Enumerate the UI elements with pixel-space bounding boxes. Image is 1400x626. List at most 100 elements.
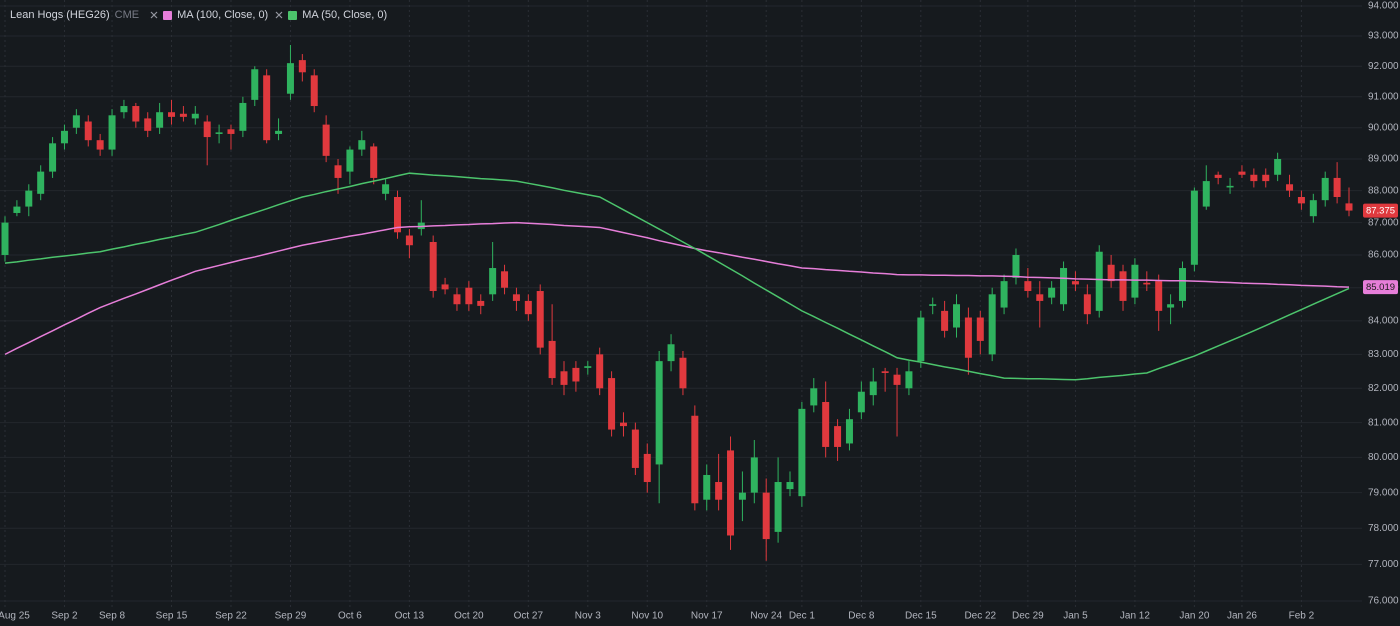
candle-body	[346, 149, 354, 172]
candle-body	[1048, 287, 1056, 298]
candle-body	[72, 115, 80, 128]
candle-body	[1262, 174, 1270, 182]
y-tick-label: 84.000	[1368, 315, 1399, 326]
candle-body	[703, 474, 711, 500]
candle-body	[560, 371, 568, 385]
candle-body	[429, 241, 437, 292]
x-tick-label: Nov 10	[631, 611, 663, 622]
y-tick-label: 78.000	[1368, 523, 1399, 534]
y-tick-label: 87.000	[1368, 217, 1399, 228]
x-tick-label: Jan 12	[1120, 611, 1150, 622]
x-tick-label: Jan 26	[1227, 611, 1257, 622]
x-tick-label: Aug 25	[0, 611, 30, 622]
candle-body	[608, 378, 616, 430]
price-tag	[1363, 280, 1398, 295]
x-tick-label: Nov 17	[691, 611, 723, 622]
candle-body	[857, 391, 865, 413]
x-tick-label: Oct 13	[395, 611, 425, 622]
candle-body	[1297, 196, 1305, 204]
candle-body	[536, 291, 544, 348]
y-tick-label: 86.000	[1368, 250, 1399, 261]
candle-body	[1012, 254, 1020, 278]
candle-body	[905, 371, 913, 389]
candle-body	[168, 112, 176, 117]
candle-body	[738, 492, 746, 500]
x-tick-label: Dec 15	[905, 611, 937, 622]
candle-body	[453, 294, 461, 305]
candle-body	[512, 294, 520, 301]
y-tick-label: 88.000	[1368, 185, 1399, 196]
candle-body	[358, 140, 366, 150]
x-tick-label: Sep 8	[99, 611, 126, 622]
candle-body	[286, 63, 294, 94]
x-tick-label: Oct 20	[454, 611, 484, 622]
candle-body	[1107, 264, 1115, 282]
candle-body	[1214, 174, 1222, 178]
candle-body	[762, 492, 770, 540]
candle-body	[441, 284, 449, 290]
candle-body	[1119, 271, 1127, 301]
candle-body	[477, 300, 485, 306]
candle-body	[1238, 171, 1246, 175]
candle-body	[881, 371, 889, 373]
candle-body	[988, 294, 996, 355]
candle-body	[370, 146, 378, 178]
candle-body	[334, 165, 342, 178]
candle-body	[1060, 268, 1068, 305]
candle-body	[976, 317, 984, 341]
candle-body	[13, 206, 21, 213]
candle-body	[275, 130, 283, 134]
candle-body	[382, 184, 390, 194]
candle-body	[798, 408, 806, 497]
remove-icon[interactable]	[150, 11, 158, 19]
candle-body	[774, 482, 782, 532]
y-tick-label: 92.000	[1368, 61, 1399, 72]
y-tick-label: 90.000	[1368, 122, 1399, 133]
candle-body	[1131, 264, 1139, 298]
candle-body	[845, 419, 853, 444]
candle-body	[263, 75, 271, 141]
x-tick-label: Nov 24	[750, 611, 782, 622]
candle-body	[96, 140, 104, 150]
candle-body	[786, 482, 794, 490]
candle-body	[49, 143, 57, 172]
candle-body	[1083, 294, 1091, 315]
candle-body	[929, 304, 937, 306]
candle-body	[501, 271, 509, 288]
x-tick-label: Dec 1	[789, 611, 816, 622]
x-tick-label: Jan 20	[1179, 611, 1209, 622]
candle-body	[917, 317, 925, 362]
candle-body	[1095, 251, 1103, 311]
candle-body	[1321, 177, 1329, 201]
candle-body	[1000, 281, 1008, 308]
price-tag-label: 87.375	[1366, 206, 1395, 217]
y-tick-label: 94.000	[1368, 1, 1399, 12]
remove-icon[interactable]	[275, 11, 283, 19]
price-tag	[1363, 203, 1398, 218]
candle-body	[179, 113, 187, 117]
legend-swatch	[288, 10, 298, 20]
candle-body	[548, 340, 556, 379]
candle-body	[465, 287, 473, 305]
candle-body	[108, 115, 116, 150]
candle-body	[203, 121, 211, 138]
candle-body	[655, 361, 663, 465]
candle-body	[631, 429, 639, 468]
y-tick-label: 80.000	[1368, 452, 1399, 463]
x-tick-label: Sep 29	[275, 611, 307, 622]
candle-body	[1274, 158, 1282, 175]
y-tick-label: 77.000	[1368, 559, 1399, 570]
candle-body	[1024, 281, 1032, 292]
x-tick-label: Dec 22	[964, 611, 996, 622]
candle-body	[215, 132, 223, 134]
candle-body	[1345, 203, 1353, 211]
candle-body	[1071, 281, 1079, 285]
candle-body	[1309, 200, 1317, 217]
candle-body	[322, 124, 330, 156]
legend-label: MA (50, Close, 0)	[302, 9, 388, 21]
y-tick-label: 82.000	[1368, 383, 1399, 394]
candle-body	[144, 118, 152, 131]
candle-body	[1250, 174, 1258, 182]
